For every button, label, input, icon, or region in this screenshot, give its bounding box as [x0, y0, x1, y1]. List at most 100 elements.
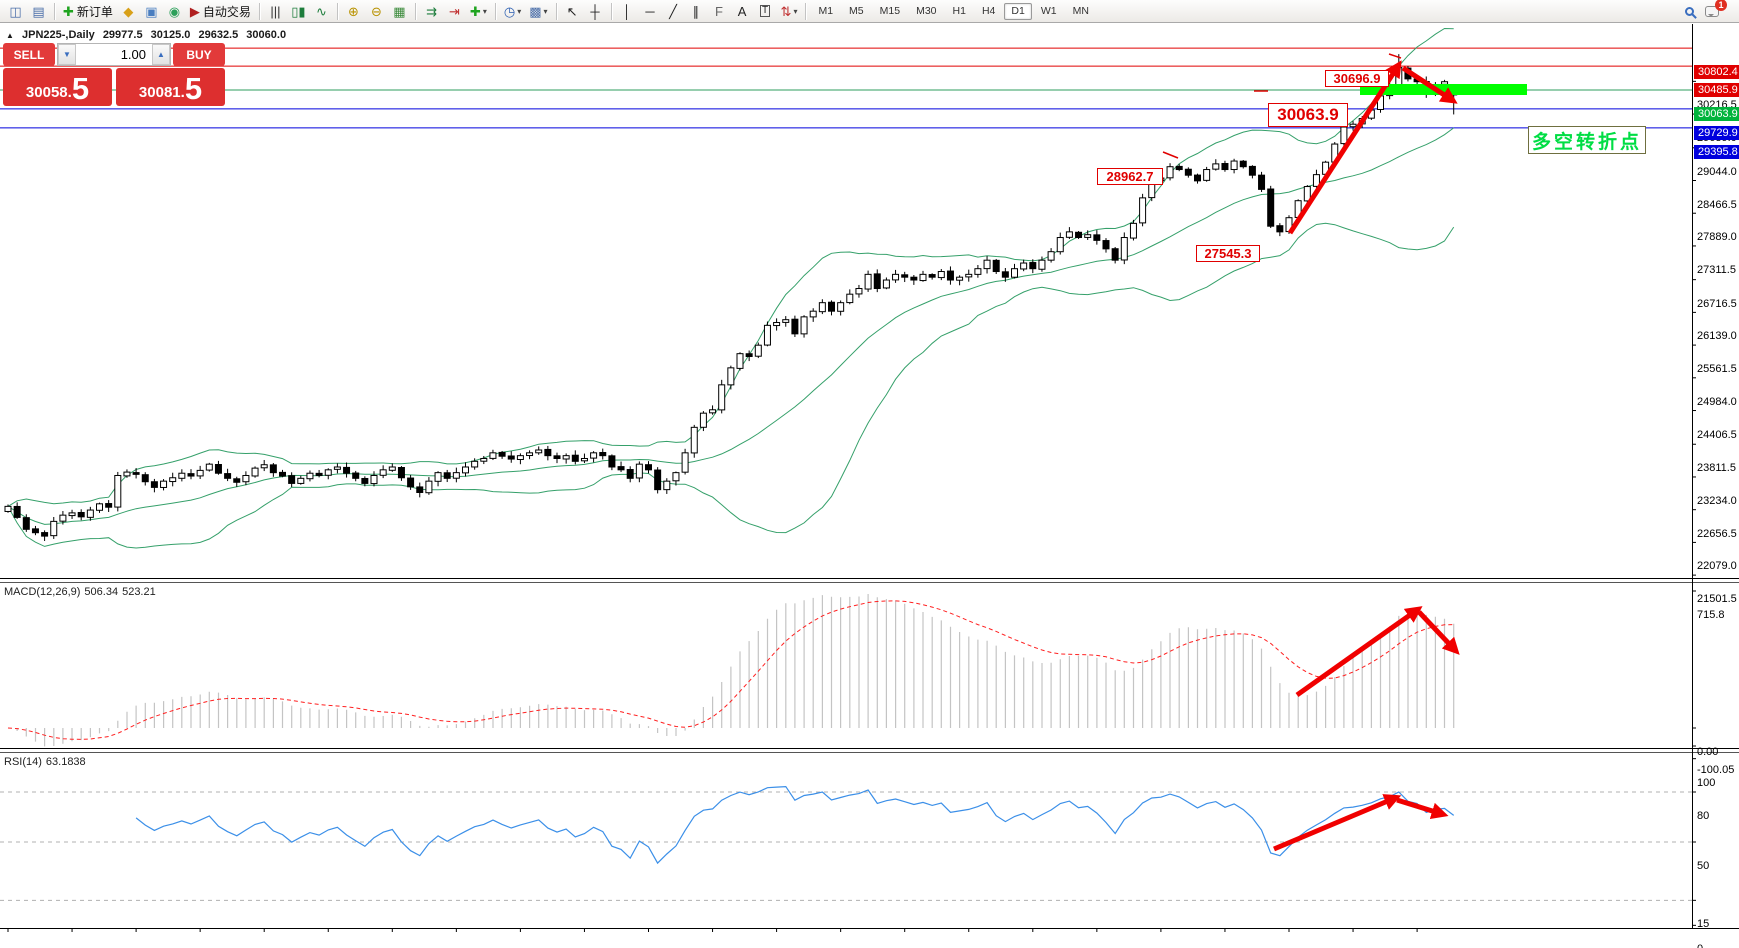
sell-price[interactable]: 30058. 5: [3, 68, 112, 106]
terminal-icon: ▣: [145, 3, 158, 19]
text-label-icon[interactable]: T: [755, 2, 776, 21]
main-toolbar: ◫ ▤ ✚ 新订单 ◆ ▣ ◉ ▶ 自动交易 ||| ▯▮ ∿ ⊕ ⊖ ▦ ⇉ ⇥ ✚ ▾ ◷ ▾ ▩ ▾ ↖ ┼ │ ─ ╱ ∥ F A T…: [0, 0, 1739, 23]
cursor-icon: ↖: [566, 3, 578, 19]
price-badge: 30485.9: [1694, 83, 1739, 98]
rsi-axis-tick: 80: [1697, 809, 1710, 822]
price-tick: 27311.5: [1697, 263, 1736, 276]
text-icon[interactable]: A: [732, 2, 753, 21]
price-tick: 28466.5: [1697, 198, 1737, 211]
price-tick: 23811.5: [1697, 462, 1736, 475]
profiles-icon: ▤: [32, 3, 45, 19]
toolbar-separator: [336, 2, 338, 20]
candlestick-chart-icon[interactable]: ▯▮: [288, 2, 309, 21]
timeframe-m15[interactable]: M15: [879, 5, 901, 17]
arrows-icon: ⇅: [780, 3, 792, 19]
chart-window-icon[interactable]: ◫: [5, 2, 26, 21]
bar-chart-icon[interactable]: |||: [265, 2, 286, 21]
templates-icon[interactable]: ▩ ▾: [526, 2, 550, 21]
timeframe-mn[interactable]: MN: [1072, 5, 1089, 17]
templates-icon: ▩: [529, 3, 542, 19]
new-order-icon: ✚: [63, 3, 74, 19]
toolbar-buttons: ◫ ▤ ✚ 新订单 ◆ ▣ ◉ ▶ 自动交易 ||| ▯▮ ∿ ⊕ ⊖ ▦ ⇉ ⇥ ✚ ▾ ◷ ▾ ▩ ▾ ↖ ┼ │ ─ ╱ ∥ F A T…: [4, 0, 1097, 22]
price-annotation-label[interactable]: 27545.3: [1196, 245, 1260, 262]
volume-stepper: ▼ 1.00 ▲: [57, 43, 171, 66]
price-tick: 23234.0: [1697, 494, 1737, 507]
buy-price[interactable]: 30081. 5: [116, 68, 225, 106]
chevron-down-icon: ▾: [793, 6, 798, 16]
price-tick: 26139.0: [1697, 330, 1737, 343]
fibonacci-icon: F: [715, 3, 723, 19]
crosshair-icon[interactable]: ┼: [585, 2, 606, 21]
equidistant-channel-icon[interactable]: ∥: [686, 2, 707, 21]
text-label-icon: T: [759, 5, 771, 17]
notification-badge: 1: [1715, 0, 1727, 11]
price-annotation-label[interactable]: 30696.9: [1325, 70, 1389, 87]
chart-window-icon: ◫: [9, 3, 22, 19]
timeframe-m30[interactable]: M30: [916, 5, 937, 17]
timeframe-m1[interactable]: M1: [818, 5, 834, 17]
toolbar-separator: [54, 2, 55, 20]
new-order-button[interactable]: ✚ 新订单: [60, 2, 116, 21]
horizontal-line-icon[interactable]: ─: [640, 2, 661, 21]
toolbar-right: 1: [1678, 0, 1735, 21]
search-icon[interactable]: [1679, 2, 1700, 21]
indicators-icon[interactable]: ✚ ▾: [467, 2, 490, 21]
line-chart-icon[interactable]: ∿: [311, 2, 332, 21]
zoom-in-icon[interactable]: ⊕: [343, 2, 364, 21]
price-badge: 29729.9: [1694, 125, 1739, 140]
profiles-icon[interactable]: ▤: [28, 2, 49, 21]
autotrading-button[interactable]: ▶ 自动交易: [187, 2, 254, 21]
price-annotation-label[interactable]: 30063.9: [1268, 103, 1348, 127]
chart-shift-icon[interactable]: ⇥: [444, 2, 465, 21]
bar-chart-icon: |||: [270, 3, 281, 19]
chevron-down-icon: ▾: [482, 6, 487, 16]
timeframe-w1[interactable]: W1: [1040, 5, 1057, 17]
chart-shift-icon: ⇥: [448, 3, 460, 19]
note-label[interactable]: 多空转折点: [1528, 126, 1646, 154]
macd-axis-tick: 0.00: [1697, 746, 1719, 758]
buy-button[interactable]: BUY: [173, 43, 225, 66]
rsi-axis-tick: 50: [1697, 860, 1710, 872]
autotrading-icon: ▶: [189, 3, 200, 19]
fibonacci-icon[interactable]: F: [709, 2, 730, 21]
rsi-axis-tick: 100: [1697, 776, 1716, 789]
zoom-out-icon[interactable]: ⊖: [366, 2, 387, 21]
notifications-icon[interactable]: 1: [1702, 0, 1734, 21]
price-annotation-label[interactable]: 28962.7: [1097, 168, 1163, 185]
ohlc-low: 29632.5: [198, 29, 239, 41]
vertical-line-icon: │: [622, 3, 632, 19]
periods-icon[interactable]: ◷ ▾: [501, 2, 524, 21]
volume-decrease-button[interactable]: ▼: [58, 44, 76, 65]
timeframe-m5[interactable]: M5: [849, 5, 864, 17]
metaeditor-icon[interactable]: ◆: [118, 2, 139, 21]
price-tick: 26716.5: [1697, 297, 1737, 310]
signals-icon[interactable]: ◉: [164, 2, 185, 21]
sell-button[interactable]: SELL: [3, 43, 55, 66]
timeframe-h1[interactable]: H1: [952, 5, 966, 17]
line-chart-icon: ∿: [315, 3, 327, 19]
price-badge: 30063.9: [1694, 107, 1739, 121]
terminal-icon[interactable]: ▣: [141, 2, 162, 21]
crosshair-icon: ┼: [590, 3, 600, 19]
trendline-icon[interactable]: ╱: [663, 2, 684, 21]
chart-canvas[interactable]: [0, 24, 1739, 948]
cursor-icon[interactable]: ↖: [562, 2, 583, 21]
volume-increase-button[interactable]: ▲: [152, 44, 170, 65]
ohlc-open: 29977.5: [102, 29, 143, 41]
autotrading-label: 自动交易: [202, 4, 251, 19]
timeframe-h4[interactable]: H4: [981, 5, 996, 17]
panel-collapse-icon[interactable]: ▲: [6, 31, 14, 40]
signals-icon: ◉: [168, 3, 181, 19]
tile-windows-icon[interactable]: ▦: [389, 2, 410, 21]
price-tick: 29044.0: [1697, 165, 1737, 178]
vertical-line-icon[interactable]: │: [617, 2, 638, 21]
zoom-out-icon: ⊖: [370, 3, 382, 19]
timeframe-d1[interactable]: D1: [1004, 2, 1032, 20]
price-badge: 29395.8: [1694, 144, 1739, 159]
equidistant-channel-icon: ∥: [692, 3, 700, 19]
arrows-icon[interactable]: ⇅ ▾: [778, 2, 801, 21]
horizontal-line-icon: ─: [645, 3, 655, 19]
volume-input[interactable]: 1.00: [120, 47, 146, 62]
symbol-title: JPN225-,Daily: [21, 29, 95, 41]
auto-scroll-icon[interactable]: ⇉: [421, 2, 442, 21]
